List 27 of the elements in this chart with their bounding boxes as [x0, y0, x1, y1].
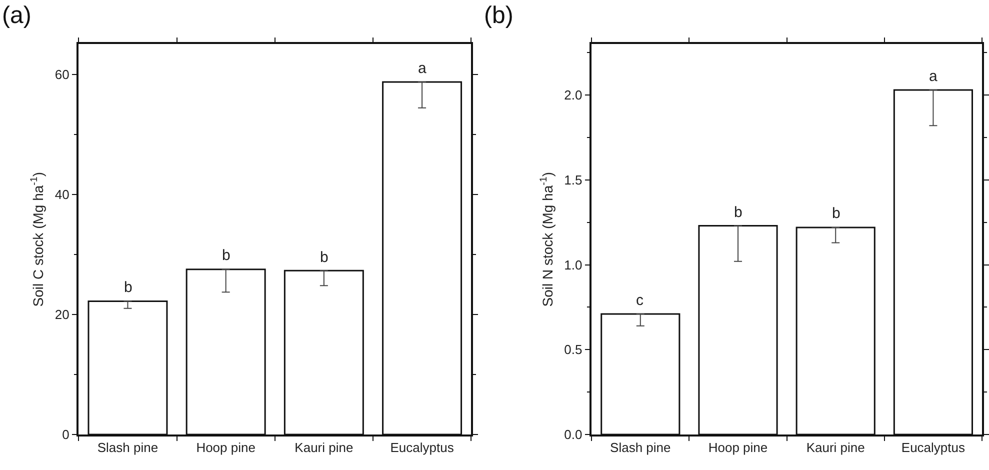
y-tick-label: 2.0 [564, 88, 582, 103]
x-tick-label: Kauri pine [806, 440, 865, 455]
x-tick-label: Hoop pine [708, 440, 768, 455]
annotation: a [929, 68, 938, 85]
y-tick-label: 20 [54, 306, 70, 322]
y-tick-label: 1.0 [564, 257, 582, 272]
x-tick-label: Kauri pine [294, 440, 354, 455]
x-tick-label: Eucalyptus [390, 440, 454, 455]
y-tick-label: 0.0 [564, 427, 582, 442]
annotation: b [222, 247, 230, 264]
y-tick-label: 0 [62, 427, 70, 442]
y-tick-label: 1.5 [564, 172, 582, 188]
y-tick-label: 40 [54, 186, 70, 202]
chart-title: (a) [2, 2, 32, 29]
annotation: b [832, 205, 840, 222]
annotation: c [636, 292, 644, 309]
x-tick-label: Slash pine [97, 440, 158, 455]
annotation: b [124, 279, 132, 296]
chart-title: (b) [484, 2, 514, 29]
annotation: b [320, 249, 328, 266]
annotation: a [418, 60, 427, 77]
x-tick-label: Hoop pine [196, 440, 256, 455]
x-tick-label: Slash pine [610, 440, 671, 455]
x-tick-label: Eucalyptus [901, 440, 966, 455]
annotation: b [734, 204, 742, 221]
y-tick-label: 60 [54, 66, 70, 82]
y-tick-label: 0.5 [564, 342, 582, 358]
